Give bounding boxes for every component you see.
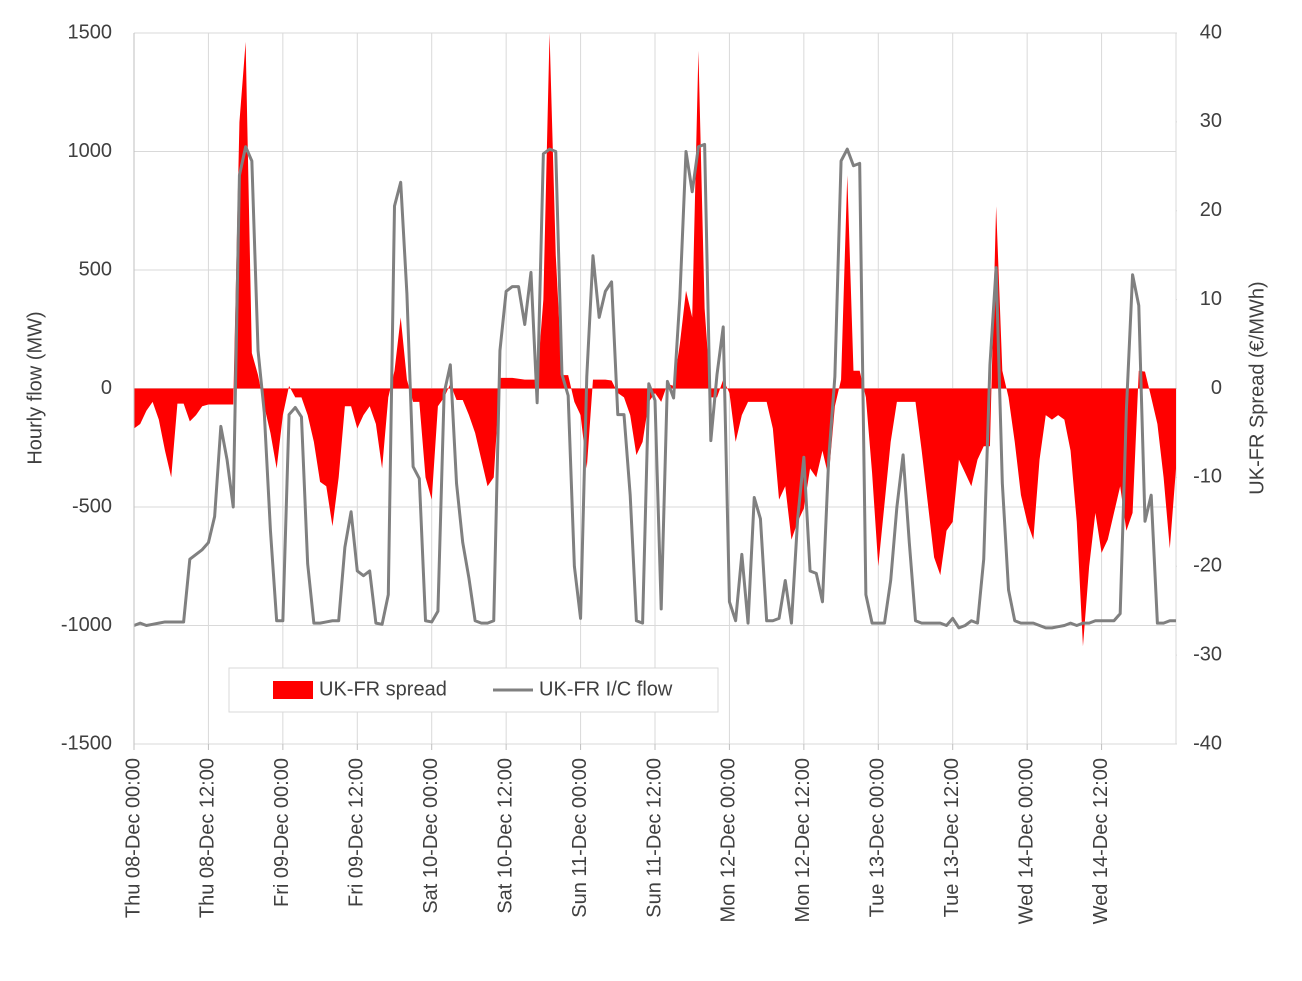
x-tick-label: Sat 10-Dec 12:00 <box>494 758 516 914</box>
x-tick-label: Tue 13-Dec 12:00 <box>941 758 963 917</box>
x-tick-label: Sun 11-Dec 12:00 <box>643 758 665 918</box>
legend-swatch <box>273 681 313 699</box>
x-tick-label: Mon 12-Dec 00:00 <box>718 758 740 923</box>
x-tick-label: Fri 09-Dec 00:00 <box>271 758 293 907</box>
y2-tick-label: -10 <box>1193 466 1222 488</box>
line-series <box>133 142 1176 630</box>
y-tick-label: 1500 <box>68 21 113 43</box>
x-tick-label: Sun 11-Dec 00:00 <box>569 758 591 918</box>
y-tick-label: -500 <box>72 495 112 517</box>
y-tick-label: 500 <box>79 258 112 280</box>
legend-label: UK-FR I/C flow <box>539 678 673 700</box>
y2-axis-title: UK-FR Spread (€/MWh) <box>1246 281 1268 494</box>
y2-tick-label: -30 <box>1193 643 1222 665</box>
x-tick-label: Sat 10-Dec 00:00 <box>420 758 442 914</box>
axes: -1500 -1000 -500 0 500 1000 1500 -40 -30 -20 -10 0 1… <box>61 21 1222 924</box>
x-tick-label: Thu 08-Dec 00:00 <box>122 758 144 918</box>
x-tick-label: Mon 12-Dec 12:00 <box>792 758 814 923</box>
legend-label: UK-FR spread <box>319 678 447 700</box>
y-tick-label: 1000 <box>68 140 113 162</box>
y-tick-label: -1000 <box>61 614 112 636</box>
y2-tick-label: 0 <box>1211 377 1222 399</box>
x-tick-label: Tue 13-Dec 00:00 <box>867 758 889 917</box>
y2-tick-label: 40 <box>1200 21 1222 43</box>
plot-data <box>133 33 1176 647</box>
y-tick-label: -1500 <box>61 732 112 754</box>
x-tick-label: Wed 14-Dec 12:00 <box>1090 758 1112 924</box>
y-tick-label: 0 <box>101 377 112 399</box>
x-tick-label: Wed 14-Dec 00:00 <box>1015 758 1037 924</box>
y-axis-title: Hourly flow (MW) <box>24 311 46 464</box>
y2-tick-label: -20 <box>1193 555 1222 577</box>
legend: UK-FR spread UK-FR I/C flow <box>228 667 719 713</box>
y2-tick-label: -40 <box>1193 732 1222 754</box>
x-tick-label: Thu 08-Dec 12:00 <box>197 758 219 918</box>
y2-tick-label: 30 <box>1200 110 1222 132</box>
x-tick-label: Fri 09-Dec 12:00 <box>346 758 368 907</box>
y2-tick-label: 20 <box>1200 199 1222 221</box>
y2-tick-label: 10 <box>1200 288 1222 310</box>
